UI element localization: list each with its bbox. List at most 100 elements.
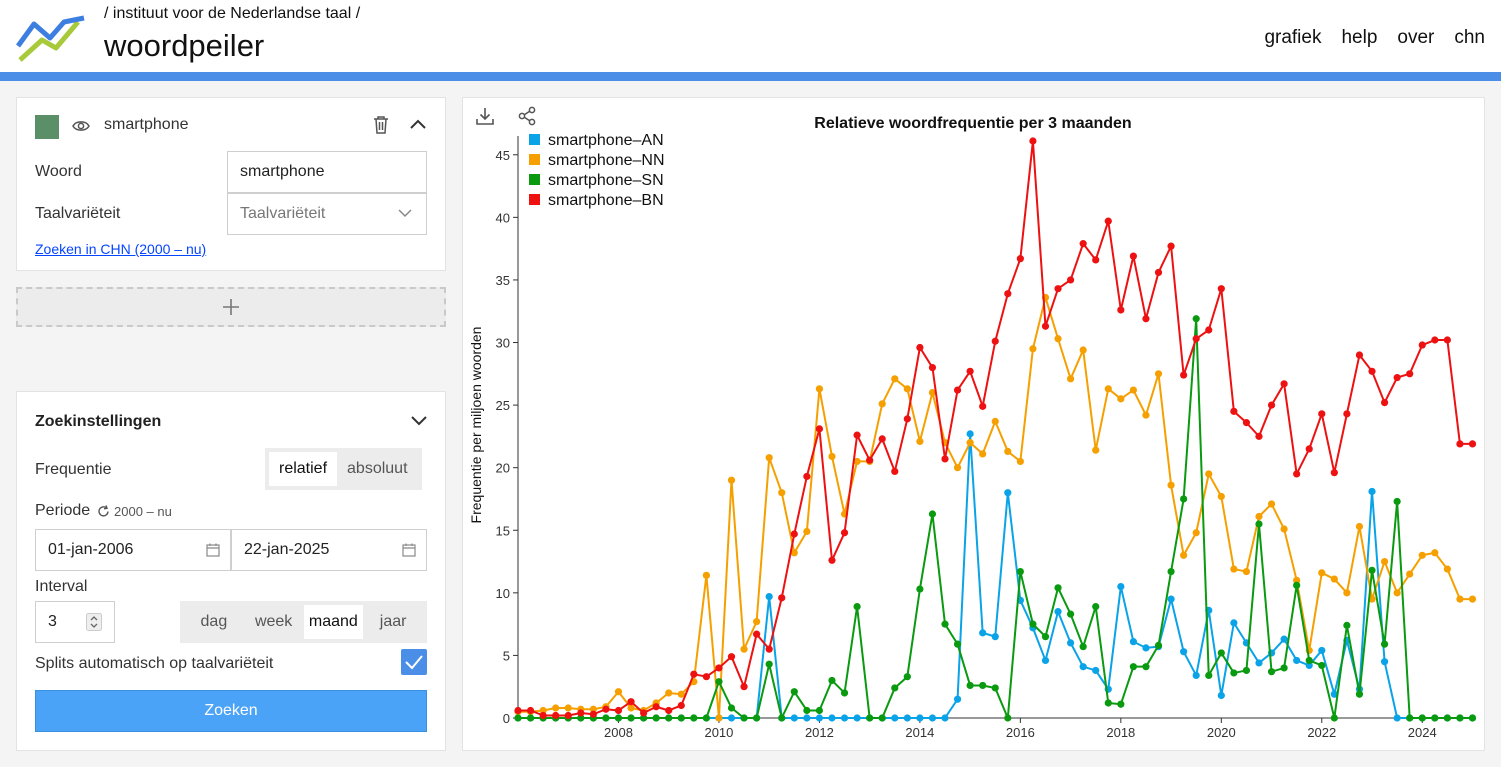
data-point (903, 714, 911, 722)
data-point (891, 467, 899, 476)
data-point (627, 698, 635, 706)
nav-over[interactable]: over (1397, 27, 1435, 48)
data-point (1192, 315, 1200, 323)
data-point (1167, 242, 1175, 250)
nav-grafiek[interactable]: grafiek (1264, 27, 1322, 48)
data-point (916, 437, 924, 445)
data-point (727, 476, 736, 484)
chn-search-link[interactable]: Zoeken in CHN (2000 – nu) (35, 241, 207, 257)
data-point (765, 592, 773, 601)
date-to-input[interactable]: 22-jan-2025 (231, 529, 427, 571)
data-point (866, 456, 874, 464)
data-point (803, 714, 811, 722)
split-checkbox[interactable] (401, 649, 427, 675)
data-point (1242, 567, 1251, 576)
data-point (627, 704, 635, 712)
data-point (1142, 663, 1150, 671)
nav-help[interactable]: help (1341, 27, 1378, 48)
data-point (878, 400, 886, 408)
data-point (928, 714, 937, 722)
data-point (1117, 306, 1125, 314)
stepper-icon[interactable] (86, 613, 102, 631)
data-point (740, 645, 748, 653)
data-point (916, 343, 924, 352)
data-point (639, 709, 648, 717)
data-point (1456, 714, 1464, 722)
data-point (614, 688, 623, 696)
data-point (891, 375, 899, 383)
data-point (1305, 656, 1313, 665)
chevron-down-icon[interactable] (411, 415, 427, 427)
header-divider (0, 72, 1501, 81)
interval-week[interactable]: week (254, 613, 293, 630)
share-icon[interactable] (517, 106, 537, 126)
data-point (928, 388, 937, 397)
data-point (1406, 570, 1414, 578)
data-point (790, 714, 798, 722)
frequency-relatief[interactable]: relatief (269, 452, 338, 486)
data-point (1066, 610, 1075, 618)
data-point (1054, 335, 1062, 343)
data-point (1293, 470, 1301, 478)
chevron-up-icon[interactable] (409, 117, 427, 131)
add-word-button[interactable] (16, 287, 446, 327)
data-point (928, 510, 937, 518)
data-point (1154, 641, 1163, 650)
data-point (1267, 668, 1276, 676)
data-point (1255, 432, 1263, 440)
chart-title: Relatieve woordfrequentie per 3 maanden (814, 115, 1131, 132)
frequency-absoluut[interactable]: absoluut (347, 460, 408, 477)
data-point (991, 633, 999, 641)
app-title[interactable]: woordpeiler (104, 28, 265, 63)
data-point (1205, 326, 1213, 334)
data-point (1443, 565, 1451, 573)
data-point (614, 714, 623, 722)
data-point (1393, 497, 1401, 506)
trash-icon[interactable] (372, 115, 390, 135)
y-tick-label: 25 (496, 398, 510, 413)
legend-label: smartphone–NN (548, 152, 665, 169)
data-point (665, 714, 673, 722)
data-point (1092, 666, 1100, 675)
data-point (1230, 565, 1238, 573)
variety-select[interactable]: Taalvariëteit (227, 193, 427, 235)
eye-icon[interactable] (72, 117, 90, 135)
interval-jaar[interactable]: jaar (379, 613, 407, 630)
interval-number-input[interactable]: 3 (35, 601, 115, 643)
data-point (1368, 487, 1376, 496)
data-point (1443, 336, 1451, 344)
word-input[interactable]: smartphone (227, 151, 427, 193)
data-point (1406, 714, 1414, 722)
legend-swatch (529, 154, 540, 165)
nav-chn[interactable]: chn (1454, 27, 1485, 48)
legend-swatch (529, 174, 540, 185)
data-point (803, 472, 811, 481)
search-button[interactable]: Zoeken (35, 690, 427, 732)
data-point (1029, 345, 1037, 353)
data-point (627, 714, 635, 722)
woordpeiler-logo-icon[interactable] (16, 14, 88, 64)
data-point (702, 571, 710, 579)
color-swatch[interactable] (35, 115, 59, 139)
calendar-icon[interactable] (402, 543, 416, 557)
interval-dag[interactable]: dag (200, 613, 228, 630)
chart-y-axis-label: Frequentie per miljoen woorden (468, 327, 484, 524)
date-from-input[interactable]: 01-jan-2006 (35, 529, 231, 571)
data-point (765, 454, 773, 462)
data-point (1054, 584, 1062, 592)
data-point (1117, 395, 1125, 403)
y-tick-label: 35 (496, 273, 510, 288)
series-line (518, 317, 1473, 719)
date-from-value: 01-jan-2006 (48, 541, 134, 558)
interval-maand[interactable]: maand (303, 605, 364, 639)
data-point (840, 714, 849, 722)
period-reset[interactable]: 2000 – nu (97, 504, 172, 519)
data-point (740, 714, 748, 722)
breadcrumb[interactable]: / instituut voor de Nederlandse taal / (104, 5, 361, 22)
download-icon[interactable] (475, 106, 495, 126)
data-point (1242, 419, 1251, 427)
calendar-icon[interactable] (206, 543, 220, 557)
data-point (702, 673, 710, 681)
data-point (1330, 575, 1338, 583)
data-point (1468, 714, 1477, 722)
